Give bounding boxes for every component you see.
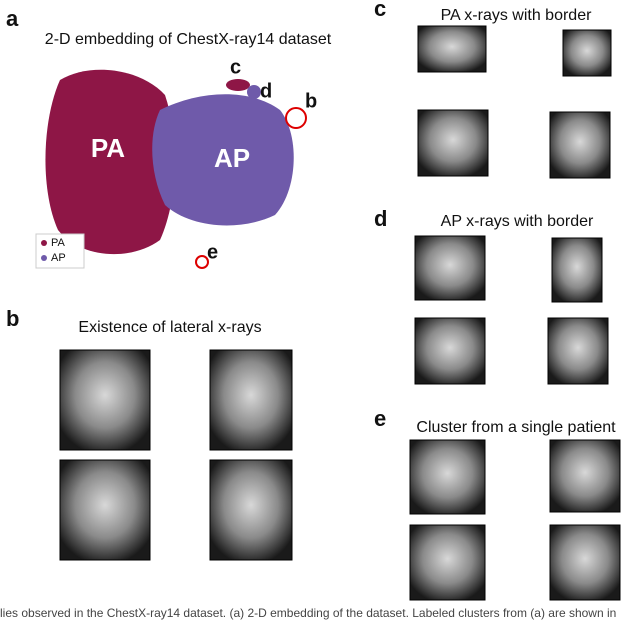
xray-image [549, 111, 611, 179]
annotation: e [207, 241, 218, 263]
xray-image [209, 349, 293, 451]
xray-image [551, 237, 603, 303]
panel-title: Cluster from a single patient [416, 419, 616, 436]
cluster-label: AP [214, 143, 250, 173]
xray-image [409, 439, 486, 515]
panel-title: 2-D embedding of ChestX-ray14 dataset [45, 31, 332, 48]
legend-box [35, 233, 85, 269]
annotation: d [260, 80, 272, 102]
xray-image [209, 459, 293, 561]
panel-label: a [6, 6, 19, 31]
panel-label: b [6, 306, 19, 331]
xray-image [547, 317, 609, 385]
panel-label: e [374, 406, 386, 431]
xray-image [417, 109, 489, 177]
legend-marker [41, 240, 47, 246]
highlight-circle [285, 107, 307, 129]
xray-image [549, 439, 621, 513]
xray-image [549, 524, 621, 601]
annotation: c [230, 56, 241, 78]
highlight-circle [195, 255, 209, 269]
panel-label: c [374, 0, 386, 21]
panel-title: Existence of lateral x-rays [78, 319, 261, 336]
legend-marker [41, 255, 47, 261]
cluster-label: PA [91, 133, 125, 163]
legend-label: AP [51, 252, 66, 264]
pa-cluster [45, 69, 176, 255]
small-cluster [226, 79, 250, 91]
xray-image [417, 25, 487, 73]
xray-image [59, 459, 151, 561]
xray-image [414, 317, 486, 385]
caption: lies observed in the ChestX-ray14 datase… [0, 606, 616, 620]
panel-title: PA x-rays with border [441, 7, 593, 24]
panel-title: AP x-rays with border [441, 213, 594, 230]
ap-cluster [152, 94, 294, 226]
panel-label: d [374, 206, 387, 231]
xray-image [409, 524, 486, 601]
xray-image [59, 349, 151, 451]
annotation: b [305, 90, 317, 112]
xray-image [414, 235, 486, 301]
xray-image [562, 29, 612, 77]
small-cluster [247, 85, 261, 99]
legend-label: PA [51, 237, 66, 249]
